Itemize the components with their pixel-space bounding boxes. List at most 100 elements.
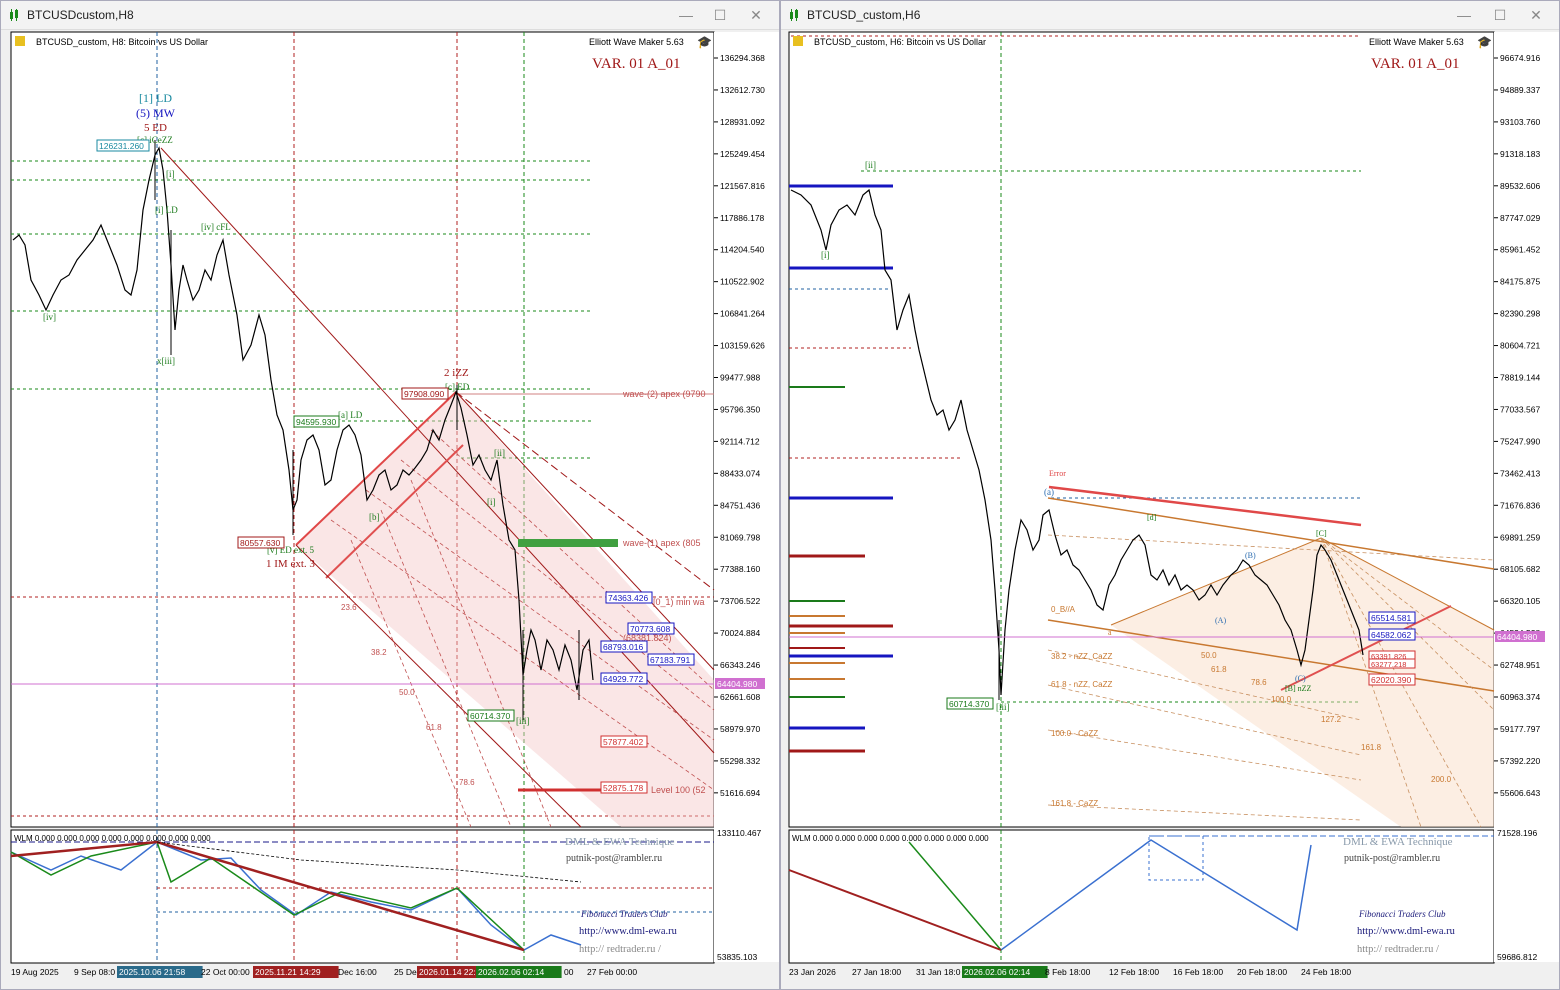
right-chart-window[interactable]: BTCUSD_custom,H6 — ☐ ✕ — [780, 0, 1560, 990]
svg-text:63277.218: 63277.218 — [1371, 660, 1406, 669]
right-titlebar[interactable]: BTCUSD_custom,H6 — ☐ ✕ — [781, 1, 1559, 30]
time-axis-label: 27 Jan 18:00 — [852, 967, 901, 977]
left-chart-canvas[interactable]: BTCUSD_custom, H8: Bitcoin vs US Dollar … — [1, 30, 779, 990]
svg-text:61.8 - nZZ, CaZZ: 61.8 - nZZ, CaZZ — [1051, 680, 1112, 689]
left-titlebar[interactable]: BTCUSDcustom,H8 — ☐ ✕ — [1, 1, 779, 30]
wave-label: [iv] cFL — [201, 222, 231, 232]
price-axis-label: 95796.350 — [720, 404, 760, 414]
variant-label: VAR. 01 A_01 — [1371, 56, 1460, 72]
price-tag: 67183.791 — [650, 655, 690, 665]
price-tag: 57877.402 — [603, 737, 643, 747]
fib-label: 78.6 — [459, 778, 475, 787]
svg-text:127.2: 127.2 — [1321, 715, 1342, 724]
price-tag: 80557.630 — [240, 538, 280, 548]
price-axis-label: 62661.608 — [720, 692, 760, 702]
price-axis-label: 75247.990 — [1500, 436, 1540, 446]
fib-annotations: 0_B//A 38.2 - nZZ, CaZZ 61.8 - nZZ, CaZZ… — [1051, 605, 1452, 808]
horizontal-levels — [11, 160, 714, 817]
price-tags: 60714.370 65514.581 64582.062 63391.826 … — [946, 611, 1416, 710]
price-axis-label: 136294.368 — [720, 53, 765, 63]
price-axis-label: 84175.875 — [1500, 277, 1540, 287]
horizontal-levels — [789, 35, 1361, 703]
price-axis-label: 88433.074 — [720, 468, 760, 478]
price-axis-label: 77388.160 — [720, 564, 760, 574]
time-axis-label: 12 Feb 18:00 — [1109, 967, 1159, 977]
time-axis-label: 31 Jan 18:0 — [916, 967, 961, 977]
wave-label: [iii] — [516, 716, 530, 726]
price-axis-label: 103159.626 — [720, 341, 765, 351]
price-tag: 74363.426 — [608, 593, 648, 603]
time-axis-label: 24 Feb 18:00 — [1301, 967, 1351, 977]
price-axis-label: 85961.452 — [1500, 245, 1540, 255]
annotation: (68381.824) — [623, 633, 672, 643]
price-axis-label: 114204.540 — [720, 245, 765, 255]
current-price-label: 64404.980 — [1497, 632, 1537, 642]
time-axis-label: 16 Feb 18:00 — [1173, 967, 1223, 977]
close-button[interactable]: ✕ — [1530, 7, 1542, 23]
price-tag: 94595.930 — [296, 417, 336, 427]
indicator-axis-top: 133110.467 — [717, 828, 762, 838]
price-tag: 126231.260 — [99, 141, 144, 151]
price-axis-label: 87747.029 — [1500, 213, 1540, 223]
url-link[interactable]: http://www.dml-ewa.ru — [579, 926, 678, 937]
fib-label: 38.2 — [371, 648, 387, 657]
url-link[interactable]: http://www.dml-ewa.ru — [1357, 926, 1456, 937]
minimize-button[interactable]: — — [679, 7, 693, 23]
svg-text:63391.826: 63391.826 — [1371, 652, 1406, 661]
wave-1-apex-bar — [518, 539, 618, 547]
chart-header: BTCUSD_custom, H8: Bitcoin vs US Dollar — [36, 37, 208, 47]
dml-label: DML & EWA Technique — [1343, 836, 1453, 848]
price-axis-label: 121567.816 — [720, 181, 765, 191]
minimize-button[interactable]: — — [1457, 7, 1471, 23]
svg-text:38.2 - nZZ, CaZZ: 38.2 - nZZ, CaZZ — [1051, 652, 1112, 661]
price-axis-label: 117886.178 — [720, 213, 765, 223]
svg-text:62020.390: 62020.390 — [1371, 675, 1411, 685]
chart-icon — [10, 9, 18, 21]
vertical-markers — [156, 32, 525, 963]
left-chart-window[interactable]: BTCUSDcustom,H8 — ☐ ✕ — [0, 0, 780, 990]
maximize-button[interactable]: ☐ — [713, 7, 727, 23]
price-axis-label: 125249.454 — [720, 149, 765, 159]
maximize-button[interactable]: ☐ — [1493, 7, 1507, 23]
url-link[interactable]: http:// redtrader.ru / — [579, 944, 661, 955]
main-plot-area — [788, 31, 1495, 828]
svg-text:78.6: 78.6 — [1251, 678, 1267, 687]
svg-text:0_B//A: 0_B//A — [1051, 605, 1076, 614]
svg-text:65514.581: 65514.581 — [1371, 613, 1411, 623]
price-axis-label: 94889.337 — [1500, 85, 1540, 95]
price-line — [12, 146, 594, 691]
svg-text:100.0 - CaZZ: 100.0 - CaZZ — [1051, 729, 1098, 738]
email-label: putnik-post@rambler.ru — [1344, 853, 1440, 864]
price-axis-label: 110522.902 — [720, 277, 765, 287]
price-axis-label: 66320.105 — [1500, 596, 1540, 606]
price-tag: 64929.772 — [603, 674, 643, 684]
time-axis-label: 19 Aug 2025 — [11, 967, 59, 977]
wave-label: [i] — [166, 169, 175, 179]
price-axis-labels: 136294.368 132612.730 128931.092 125249.454… — [714, 53, 765, 798]
time-axis-label: 2026.01.14 22: — [419, 967, 476, 977]
price-axis-label: 62748.951 — [1500, 660, 1540, 670]
wave-label: [ii] — [494, 448, 505, 458]
wave-label: (A) — [1215, 616, 1226, 625]
svg-text:50.0: 50.0 — [1201, 651, 1217, 660]
price-axis-label: 89532.606 — [1500, 181, 1540, 191]
indicator-axis-bottom: 59686.812 — [1497, 952, 1537, 962]
wave-label: [iii] — [996, 702, 1010, 712]
price-axis — [714, 32, 779, 962]
svg-text:200.0: 200.0 — [1431, 775, 1452, 784]
indicator-title: WLM 0.000 0.000 0.000 0.000 0.000 0.000 … — [14, 834, 211, 843]
current-price-tag — [715, 678, 765, 689]
price-tag: 60714.370 — [470, 711, 510, 721]
wave-label: [i] — [821, 250, 830, 260]
indicator-lines — [10, 840, 714, 952]
svg-text:64582.062: 64582.062 — [1371, 630, 1411, 640]
url-link[interactable]: http:// redtrader.ru / — [1357, 944, 1439, 955]
wave-label: (B) — [1245, 551, 1256, 560]
price-axis-label: 68105.682 — [1500, 564, 1540, 574]
price-axis-label: 70024.884 — [720, 628, 760, 638]
close-button[interactable]: ✕ — [750, 7, 762, 23]
wave-label: [i] — [487, 497, 496, 507]
wave-label: [d] — [1147, 513, 1157, 522]
chart-header: BTCUSD_custom, H6: Bitcoin vs US Dollar — [814, 37, 986, 47]
right-chart-canvas[interactable]: BTCUSD_custom, H6: Bitcoin vs US Dollar … — [781, 30, 1559, 990]
